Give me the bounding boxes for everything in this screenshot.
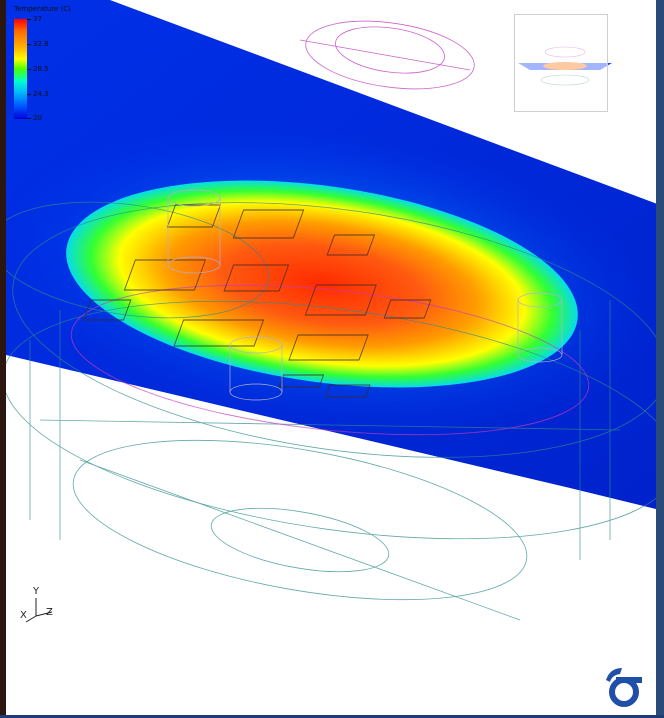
legend-tick	[27, 69, 31, 70]
orientation-minimap[interactable]	[514, 14, 608, 112]
sigma-logo-icon	[606, 668, 642, 707]
legend-tick	[27, 44, 31, 45]
contour-lines	[70, 20, 590, 436]
legend-label-max: 37	[33, 15, 42, 23]
legend-tick	[27, 94, 31, 95]
left-border	[0, 0, 6, 718]
axis-label-x: X	[20, 610, 27, 621]
pipe-cylinders	[167, 189, 563, 401]
legend-label-min: 20	[33, 114, 42, 122]
heat-region	[66, 180, 578, 388]
legend-label: 28.5	[33, 65, 49, 73]
color-scale-bar	[14, 19, 27, 119]
axis-triad	[25, 598, 53, 623]
legend-title: Temperature (C)	[14, 5, 71, 13]
bottom-border	[0, 715, 664, 718]
component-outlines	[82, 204, 432, 398]
right-border	[656, 0, 664, 718]
mesh-wireframe	[0, 201, 664, 621]
legend-label: 24.3	[33, 90, 49, 98]
axis-label-z: Z	[46, 607, 53, 618]
legend-tick	[27, 19, 31, 20]
legend-label: 32.8	[33, 40, 49, 48]
axis-label-y: Y	[33, 586, 40, 597]
legend-tick	[27, 118, 31, 119]
